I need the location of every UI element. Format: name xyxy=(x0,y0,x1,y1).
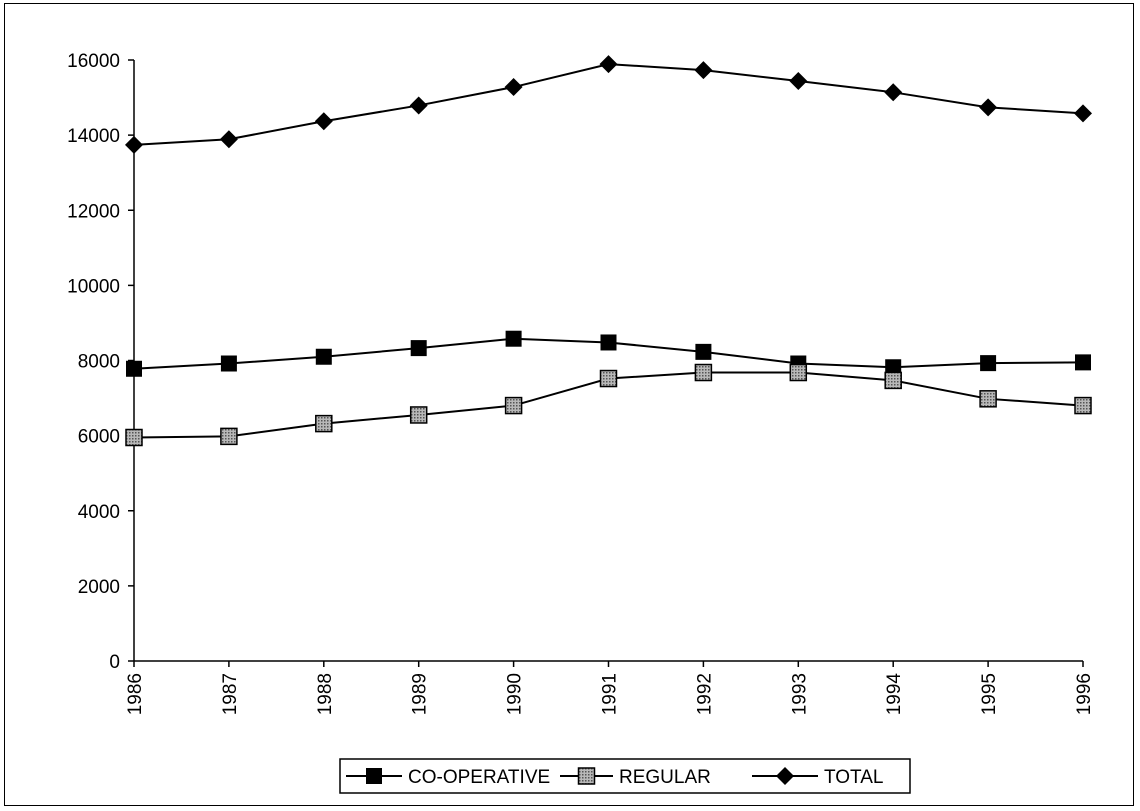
data-point-total xyxy=(694,61,713,80)
data-point-total xyxy=(314,112,333,131)
data-point-co-operative xyxy=(126,360,142,377)
data-point-total xyxy=(884,83,903,102)
data-point-regular xyxy=(409,406,428,424)
data-point-total xyxy=(504,78,523,97)
data-point-total xyxy=(979,98,998,117)
legend-label-co-operative: CO-OPERATIVE xyxy=(408,767,550,788)
data-point-total xyxy=(409,96,428,115)
x-tick-label: 1990 xyxy=(505,673,526,715)
data-point-total xyxy=(789,72,808,91)
x-tick-label: 1987 xyxy=(220,673,241,715)
data-point-co-operative xyxy=(410,340,427,357)
x-tick-label: 1992 xyxy=(694,673,715,715)
data-point-regular xyxy=(884,371,902,390)
x-tick-label: 1993 xyxy=(789,673,810,715)
chart-frame xyxy=(4,3,1134,806)
y-tick-label: 0 xyxy=(109,652,120,673)
x-tick-label: 1995 xyxy=(979,673,1000,715)
series-line-total xyxy=(133,63,1084,146)
data-point-total xyxy=(1074,104,1092,123)
data-point-co-operative xyxy=(1075,354,1091,371)
legend-label-total: TOTAL xyxy=(824,767,883,788)
data-point-regular xyxy=(1074,396,1092,415)
data-point-co-operative xyxy=(600,334,617,351)
data-point-total xyxy=(599,55,618,74)
y-tick-label: 8000 xyxy=(78,352,120,373)
data-point-total xyxy=(219,130,238,149)
data-point-regular xyxy=(979,390,997,408)
legend-marker-co-operative xyxy=(366,768,382,784)
data-point-regular xyxy=(315,414,333,433)
data-point-total xyxy=(125,135,143,154)
y-tick-label: 6000 xyxy=(78,427,120,448)
data-point-co-operative xyxy=(505,330,522,347)
y-tick-label: 2000 xyxy=(78,577,120,598)
y-tick-label: 12000 xyxy=(67,201,120,222)
y-tick-label: 4000 xyxy=(78,502,120,523)
y-tick-label: 10000 xyxy=(67,276,120,297)
data-point-regular xyxy=(694,363,713,382)
data-point-regular xyxy=(125,428,143,447)
data-point-co-operative xyxy=(885,359,902,376)
data-point-co-operative xyxy=(220,355,237,372)
legend-marker-regular xyxy=(577,767,596,785)
data-point-regular xyxy=(504,396,523,415)
x-tick-label: 1986 xyxy=(125,673,146,715)
data-point-co-operative xyxy=(315,348,332,365)
y-tick-label: 16000 xyxy=(67,51,120,72)
y-tick-label: 14000 xyxy=(67,126,120,147)
data-point-regular xyxy=(789,363,808,382)
legend-marker-total xyxy=(776,767,794,785)
data-point-regular xyxy=(220,427,238,446)
legend-label-regular: REGULAR xyxy=(619,767,711,788)
x-tick-label: 1989 xyxy=(410,673,431,715)
x-tick-label: 1988 xyxy=(315,673,336,715)
data-point-co-operative xyxy=(695,343,712,360)
legend-box xyxy=(339,758,911,794)
x-tick-label: 1994 xyxy=(884,673,905,716)
x-tick-label: 1991 xyxy=(600,673,621,715)
data-point-co-operative xyxy=(980,355,997,372)
x-tick-label: 1996 xyxy=(1074,673,1095,715)
data-point-regular xyxy=(599,369,618,388)
